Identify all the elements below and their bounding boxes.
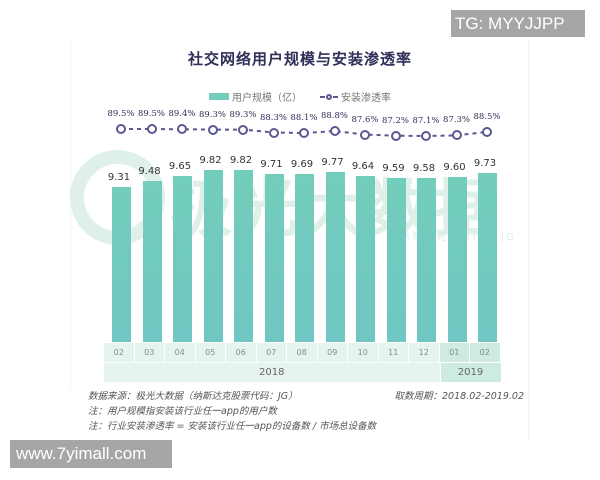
- bar-11: [447, 177, 467, 342]
- month-tick: 07: [256, 343, 286, 362]
- month-tick: 03: [134, 343, 164, 362]
- chart-legend: 用户规模（亿） 安装渗透率: [0, 89, 600, 104]
- bar-12: [478, 173, 497, 342]
- penetration-marker-icon: [177, 124, 187, 135]
- month-tick: 08: [287, 343, 317, 362]
- penetration-value-label: 87.1%: [412, 116, 440, 126]
- x-axis-months: 02 03 04 05 06 07 08 09 10 11 12 01 02: [104, 343, 501, 362]
- penetration-value-label: 87.2%: [381, 115, 409, 126]
- month-tick: 06: [226, 343, 256, 362]
- card-edge-right: [528, 40, 529, 440]
- tg-overlay-badge: TG: MYYJJPP: [451, 10, 585, 37]
- penetration-value-label: 89.5%: [107, 109, 135, 119]
- bar-9: [386, 177, 406, 342]
- legend-line-label: 安装渗透率: [341, 93, 391, 104]
- line-marker-icon: [320, 93, 338, 100]
- source-note: 数据来源：极光大数据（纳斯达克股票代码：JG）: [88, 391, 298, 402]
- penetration-value-label: 89.3%: [198, 109, 226, 120]
- penetration-value-label: 88.1%: [290, 113, 318, 124]
- month-tick: 05: [195, 343, 225, 362]
- bar-3: [203, 170, 223, 342]
- bar-value-label: 9.77: [321, 156, 344, 168]
- bar-8: [356, 176, 375, 342]
- penetration-value-label: 88.8%: [320, 111, 348, 122]
- bar-6: [295, 174, 314, 342]
- x-axis-years: 2018 2019: [104, 363, 501, 382]
- month-tick: 02: [470, 343, 500, 362]
- penetration-value-label: 87.3%: [442, 115, 470, 126]
- bar-value-label: 9.65: [168, 160, 192, 172]
- penetration-marker-icon: [116, 124, 126, 134]
- penetration-marker-icon: [238, 124, 248, 135]
- bar-1: [142, 181, 162, 342]
- month-tick: 01: [439, 343, 469, 362]
- month-tick: 10: [348, 343, 378, 362]
- bar-value-label: 9.59: [382, 162, 405, 174]
- penetration-marker-icon: [360, 129, 370, 140]
- year-tick: 2019: [440, 363, 501, 382]
- penetration-value-label: 88.5%: [473, 111, 501, 122]
- year-tick: 2018: [104, 363, 440, 382]
- bar-2: [173, 175, 192, 342]
- note-user-scale: 注：用户规模指安装该行业任一app的用户数: [88, 406, 277, 417]
- month-tick: 09: [317, 343, 347, 362]
- bar-value-label: 9.69: [290, 159, 314, 171]
- bar-0: [112, 187, 131, 342]
- penetration-marker-icon: [421, 131, 431, 141]
- bar-value-label: 9.48: [138, 166, 161, 178]
- bar-value-label: 9.82: [229, 155, 253, 166]
- penetration-marker-icon: [268, 127, 279, 138]
- bar-value-label: 9.64: [351, 161, 375, 172]
- penetration-marker-icon: [207, 124, 218, 135]
- penetration-value-label: 88.3%: [259, 112, 287, 123]
- penetration-value-label: 89.3%: [229, 109, 257, 120]
- legend-bar-label: 用户规模（亿）: [232, 93, 302, 104]
- penetration-marker-icon: [299, 128, 309, 139]
- site-overlay-badge: www.7yimall.com: [10, 440, 172, 468]
- penetration-marker-icon: [451, 130, 462, 141]
- month-tick: 02: [104, 343, 134, 362]
- penetration-value-label: 89.5%: [137, 109, 165, 119]
- penetration-marker-icon: [146, 124, 157, 134]
- bar-value-label: 9.31: [107, 172, 131, 183]
- bar-4: [234, 170, 253, 342]
- bar-value-label: 9.73: [473, 158, 497, 169]
- chart-title: 社交网络用户规模与安装渗透率: [187, 50, 412, 68]
- penetration-marker-icon: [390, 130, 401, 141]
- month-tick: 11: [378, 343, 408, 362]
- note-penetration: 注：行业安装渗透率 = 安装该行业任一app的设备数 / 市场总设备数: [88, 421, 377, 432]
- legend-item-line: 安装渗透率: [320, 89, 391, 104]
- penetration-value-label: 87.6%: [351, 114, 379, 125]
- bar-5: [264, 173, 284, 342]
- bar-value-label: 9.71: [260, 158, 283, 170]
- bar-7: [325, 171, 345, 342]
- bar-10: [417, 178, 436, 342]
- penetration-marker-icon: [482, 126, 492, 137]
- chart-notes: 数据来源：极光大数据（纳斯达克股票代码：JG） 取数周期：2018.02-201…: [88, 389, 528, 434]
- period-note: 取数周期：2018.02-2019.02: [394, 391, 525, 402]
- bar-value-label: 9.60: [443, 162, 466, 174]
- month-tick: 04: [165, 343, 195, 362]
- month-tick: 12: [409, 343, 439, 362]
- bar-value-label: 9.58: [412, 163, 436, 174]
- bar-swatch-icon: [209, 93, 229, 100]
- legend-item-bar: 用户规模（亿）: [209, 89, 302, 104]
- bar-value-label: 9.82: [199, 155, 222, 166]
- penetration-marker-icon: [329, 126, 340, 137]
- penetration-value-label: 89.4%: [168, 109, 196, 120]
